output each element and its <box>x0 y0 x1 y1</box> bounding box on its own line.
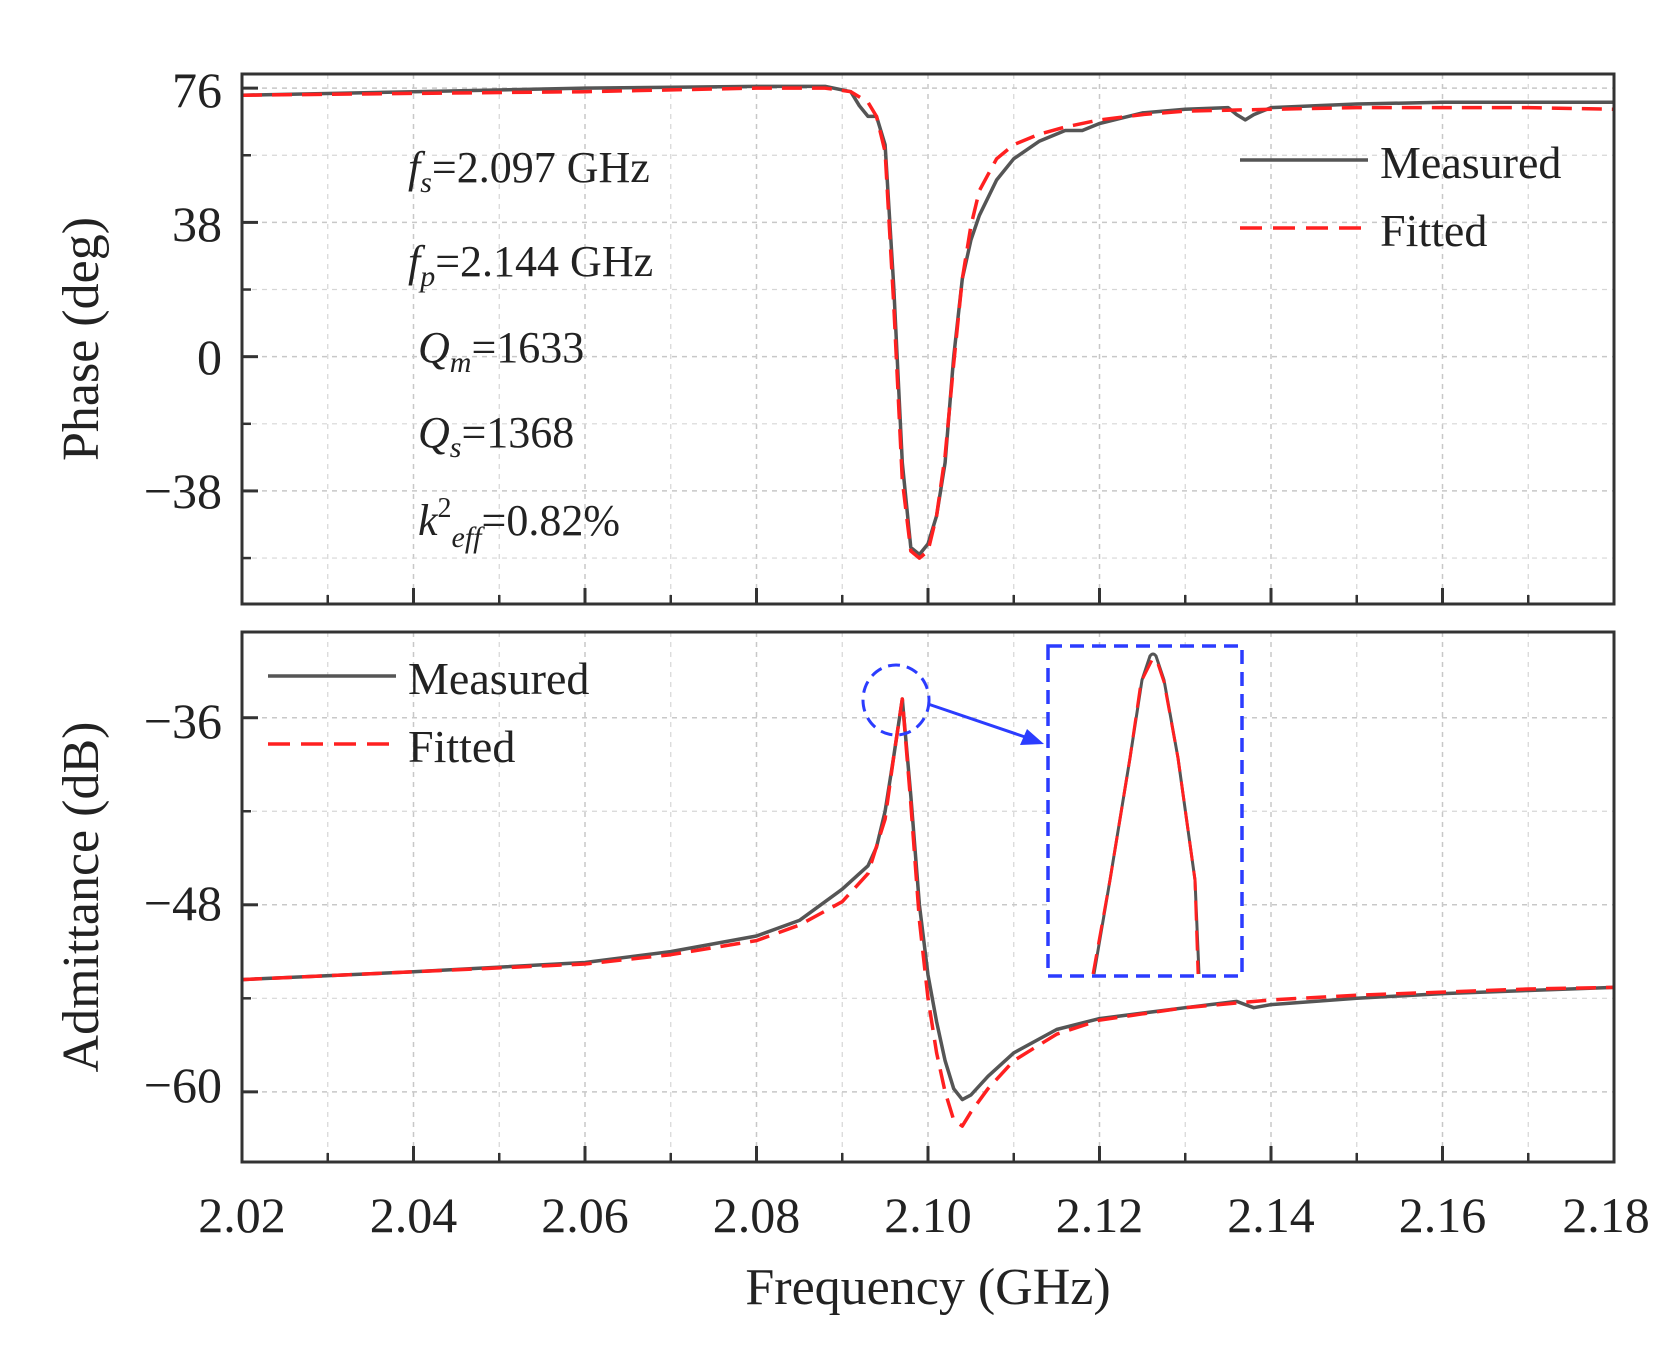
x-axis-label: Frequency (GHz) <box>745 1259 1110 1316</box>
top-panel-ticks <box>240 86 1616 604</box>
bottom-ytick-label: −36 <box>144 693 222 749</box>
bottom-ytick-label: −60 <box>144 1057 222 1113</box>
xtick-label: 2.16 <box>1399 1187 1487 1243</box>
inset-fitted-curve <box>1091 659 1200 975</box>
xtick-label: 2.08 <box>713 1187 801 1243</box>
xtick-label: 2.06 <box>541 1187 629 1243</box>
top-ytick-label: 76 <box>172 62 222 118</box>
bottom-panel-ticks <box>240 716 1616 1162</box>
top-panel-grid <box>242 74 1614 604</box>
peak-highlight-circle <box>861 663 931 737</box>
top-ytick-label: 38 <box>172 196 222 252</box>
xtick-label: 2.18 <box>1562 1187 1650 1243</box>
zoom-annotation <box>861 644 1244 978</box>
bottom-ytick-label: −48 <box>144 875 222 931</box>
top-series-fitted <box>242 86 1614 560</box>
xtick-label: 2.12 <box>1056 1187 1144 1243</box>
top-y-axis-label: Phase (deg) <box>53 217 110 461</box>
bottom-y-axis-label: Admittance (dB) <box>53 722 110 1073</box>
top-ytick-label: 0 <box>197 329 222 385</box>
annotation-fs: fs=2.097 GHz <box>408 143 650 199</box>
annotation-fp: fp=2.144 GHz <box>408 237 653 293</box>
top-legend: Measured Fitted <box>1240 137 1561 256</box>
xtick-label: 2.04 <box>370 1187 458 1243</box>
bottom-legend: Measured Fitted <box>268 653 589 772</box>
zoom-arrow <box>927 702 1029 740</box>
zoom-arrow-head <box>1020 729 1044 745</box>
top-panel-series <box>242 84 1614 560</box>
annotation-qs: Qs=1368 <box>418 408 574 464</box>
legend-fitted-label: Fitted <box>1380 205 1487 256</box>
bottom-series-fitted <box>242 697 1614 1128</box>
inset-box <box>1046 644 1244 978</box>
legend-measured-label: Measured <box>408 653 589 704</box>
annotation-keff: k2eff=0.82% <box>418 493 620 554</box>
annotation-qm: Qm=1633 <box>418 323 584 379</box>
xtick-label: 2.02 <box>198 1187 286 1243</box>
legend-measured-label: Measured <box>1380 137 1561 188</box>
bottom-series-measured <box>242 697 1614 1102</box>
legend-fitted-label: Fitted <box>408 721 515 772</box>
xtick-label: 2.14 <box>1227 1187 1315 1243</box>
bottom-panel-series <box>242 697 1614 1128</box>
xtick-label: 2.10 <box>884 1187 972 1243</box>
top-ytick-label: −38 <box>144 463 222 519</box>
